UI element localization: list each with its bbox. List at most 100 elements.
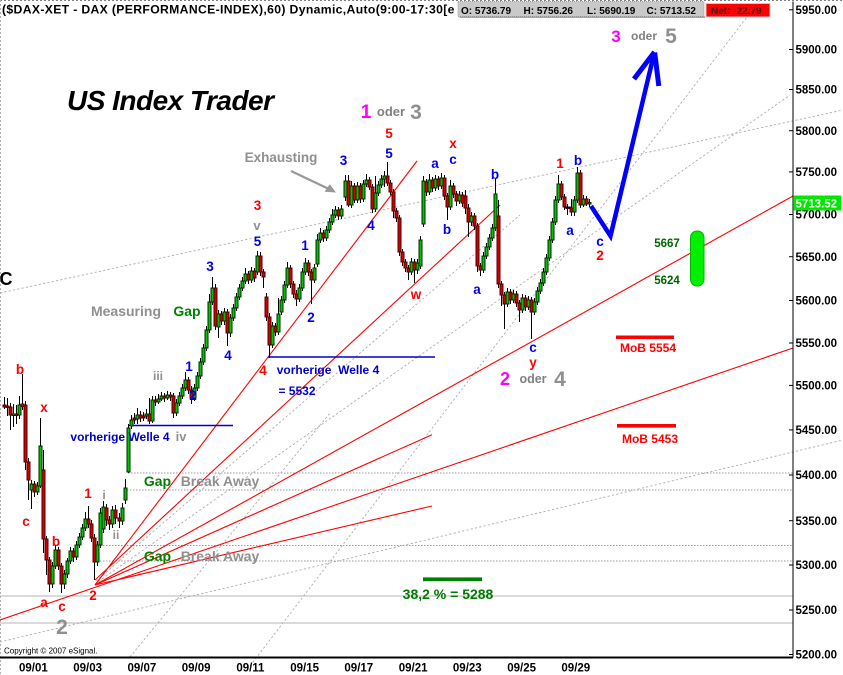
svg-text:09/09: 09/09 [182,663,211,675]
svg-text:Gap: Gap [144,548,171,564]
svg-text:2: 2 [500,369,510,389]
svg-text:3: 3 [254,198,262,213]
svg-text:a: a [566,223,574,238]
svg-text:iii: iii [153,369,163,383]
svg-text:c: c [596,234,604,249]
svg-text:38,2 % = 5288: 38,2 % = 5288 [403,586,494,602]
svg-text:x: x [40,400,48,415]
svg-text:5300.00: 5300.00 [796,560,838,572]
svg-text:O: 5736.79: O: 5736.79 [461,6,511,17]
svg-text:4: 4 [259,363,267,378]
svg-text:Measuring: Measuring [91,303,161,319]
svg-text:Break Away: Break Away [181,473,260,489]
svg-text:vorherige Welle 4: vorherige Welle 4 [277,363,380,377]
svg-text:5624: 5624 [654,275,680,287]
svg-text:MoB 5453: MoB 5453 [622,432,678,446]
svg-text:Gap: Gap [173,303,200,319]
svg-text:09/21: 09/21 [399,663,428,675]
svg-text:3: 3 [340,153,348,168]
svg-text:iv: iv [176,429,188,444]
svg-text:5700.00: 5700.00 [796,210,838,222]
svg-text:4: 4 [224,348,232,363]
svg-text:a: a [40,595,48,610]
svg-text:5900.00: 5900.00 [796,45,838,57]
svg-text:5200.00: 5200.00 [796,650,838,662]
svg-text:3: 3 [410,101,422,124]
svg-text:H: 5756.26: H: 5756.26 [524,6,574,17]
svg-text:09/03: 09/03 [73,663,102,675]
svg-text:5850.00: 5850.00 [796,85,838,97]
svg-text:09/23: 09/23 [453,663,482,675]
svg-text:5650.00: 5650.00 [796,252,838,264]
svg-text:= 5532: = 5532 [278,384,315,398]
svg-text:1: 1 [84,486,92,501]
svg-text:v: v [253,218,261,233]
svg-text:oder: oder [519,372,546,386]
svg-text:($DAX-XET - DAX (PERFORMANCE-I: ($DAX-XET - DAX (PERFORMANCE-INDEX),60) … [2,3,455,17]
svg-text:Net: -22.79: Net: -22.79 [711,6,762,17]
svg-text:Copyright © 2007 eSignal.: Copyright © 2007 eSignal. [4,647,98,656]
svg-text:1: 1 [301,238,309,253]
svg-text:09/17: 09/17 [344,663,373,675]
svg-text:1: 1 [185,359,193,374]
svg-text:2: 2 [307,310,315,325]
svg-text:2: 2 [89,588,97,603]
svg-text:5667: 5667 [654,238,680,250]
svg-text:a: a [473,282,481,297]
svg-text:5450.00: 5450.00 [796,425,838,437]
svg-text:b: b [52,534,60,549]
svg-text:oder: oder [377,104,405,119]
svg-text:L: 5690.19: L: 5690.19 [587,6,636,17]
svg-text:i: i [102,488,105,502]
svg-text:c: c [449,152,457,167]
svg-text:Exhausting: Exhausting [245,150,318,165]
svg-text:5750.00: 5750.00 [796,167,838,179]
svg-text:b: b [16,362,24,377]
svg-text:5500.00: 5500.00 [796,381,838,393]
svg-text:5350.00: 5350.00 [796,516,838,528]
svg-text:5550.00: 5550.00 [796,338,838,350]
svg-text:ii: ii [113,528,120,542]
svg-text:5800.00: 5800.00 [796,126,838,138]
svg-text:09/01: 09/01 [19,663,48,675]
svg-text:oder: oder [631,29,657,43]
svg-text:c: c [22,514,30,529]
svg-text:c: c [58,599,66,614]
svg-text:09/25: 09/25 [507,663,536,675]
svg-text:2: 2 [56,616,68,639]
svg-text:09/11: 09/11 [236,663,265,675]
svg-text:a: a [431,156,439,171]
svg-text:3: 3 [611,27,620,46]
svg-text:Gap: Gap [144,473,171,489]
svg-text:1: 1 [556,156,564,171]
svg-text:vorherige Welle 4: vorherige Welle 4 [70,430,169,444]
svg-text:C: C [0,269,13,289]
svg-text:09/07: 09/07 [128,663,157,675]
svg-text:b: b [574,153,582,168]
svg-text:5: 5 [254,234,262,249]
svg-text:5600.00: 5600.00 [796,296,838,308]
svg-text:4: 4 [367,218,375,233]
svg-text:5: 5 [665,25,677,48]
svg-text:MoB 5554: MoB 5554 [620,341,676,355]
svg-text:09/15: 09/15 [290,663,319,675]
svg-text:US Index Trader: US Index Trader [67,85,276,116]
svg-text:Break Away: Break Away [181,548,260,564]
svg-text:2: 2 [596,248,604,263]
svg-text:3: 3 [206,259,214,274]
svg-text:5400.00: 5400.00 [796,470,838,482]
svg-text:b: b [491,167,499,182]
svg-text:x: x [449,136,457,151]
svg-text:C: 5713.52: C: 5713.52 [647,6,697,17]
svg-text:5: 5 [385,146,393,161]
svg-text:2: 2 [189,388,197,403]
svg-text:1: 1 [361,102,372,123]
svg-text:y: y [529,355,537,370]
svg-text:4: 4 [554,368,566,391]
svg-text:5950.00: 5950.00 [796,5,838,17]
svg-text:c: c [529,340,537,355]
svg-text:5713.52: 5713.52 [796,198,838,210]
svg-text:5250.00: 5250.00 [796,605,838,617]
svg-text:w: w [410,287,422,302]
svg-text:09/29: 09/29 [561,663,590,675]
